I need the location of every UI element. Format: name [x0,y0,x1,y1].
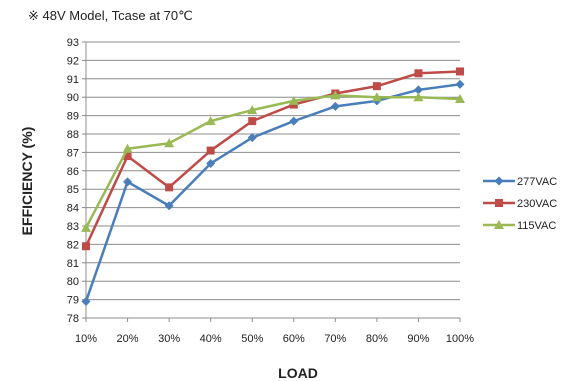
x-tick-label: 70% [324,333,346,345]
y-tick-label: 81 [67,258,79,270]
y-tick-label: 86 [67,166,79,178]
data-point [372,82,381,91]
y-tick-label: 89 [67,111,79,123]
data-point [82,242,90,251]
y-tick-label: 83 [67,221,79,233]
x-tick-label: 10% [75,333,97,345]
x-tick-label: 80% [366,333,388,345]
x-tick-label: 100% [446,333,474,345]
series-line [84,94,461,229]
x-tick-label: 60% [283,333,305,345]
data-point [206,158,216,168]
data-point [288,95,299,105]
data-point [164,201,174,211]
y-tick-label: 88 [67,129,79,141]
legend-entry: 115VAC [483,220,556,232]
x-tick-label: 90% [407,333,429,345]
legend-label: 115VAC [517,220,556,232]
data-point [330,101,340,111]
legend-entry: 277VAC [483,176,557,188]
data-point [456,67,464,76]
data-point [205,116,216,126]
y-tick-label: 84 [67,203,79,215]
y-tick-label: 91 [67,74,79,86]
y-tick-label: 90 [67,92,79,104]
data-point [413,85,423,95]
y-tick-label: 92 [67,55,79,67]
x-axis-title: LOAD [278,365,318,381]
data-point [123,177,133,187]
series-line [84,83,461,302]
data-point [455,79,465,89]
data-point [455,94,465,104]
legend-label: 277VAC [517,176,557,188]
data-point [247,105,258,115]
x-tick-label: 40% [200,333,222,345]
data-point [122,143,133,153]
legend-marker [495,199,503,207]
data-point [289,116,299,126]
chart-subtitle: ※ 48V Model, Tcase at 70℃ [28,8,193,23]
legend-marker [494,220,504,229]
y-tick-label: 87 [67,147,79,159]
series-277VAC [81,79,465,306]
y-tick-labels: 78 79 80 81 82 83 84 85 86 87 88 89 90 91 92 93 [67,37,79,325]
data-point [206,146,215,155]
data-point [371,92,382,102]
y-axis-title: EFFICIENCY (%) [19,127,35,236]
axes [82,41,461,322]
data-point [81,296,91,306]
data-point [248,117,257,126]
y-tick-label: 78 [67,313,79,325]
legend-label: 230VAC [517,198,557,210]
y-tick-label: 80 [67,276,79,288]
legend: 277VAC 230VAC 115VAC [483,176,557,232]
x-tick-label: 20% [117,333,139,345]
data-point [165,183,174,192]
series-line [84,70,461,247]
legend-entry: 230VAC [483,198,557,210]
grid-lines [86,41,460,319]
legend-marker [494,176,504,186]
y-tick-label: 93 [67,37,79,49]
data-point [123,152,132,161]
data-point [330,90,341,100]
series-115VAC [81,90,465,232]
data-point [164,138,175,148]
data-point [413,92,424,102]
data-point [414,69,423,78]
series-group [81,67,465,306]
x-tick-labels: 10% 20% 30% 40% 50% 60% 70% 80% 90% 100% [75,333,474,345]
y-tick-label: 85 [67,184,79,196]
x-tick-label: 50% [241,333,263,345]
data-point [81,222,91,232]
y-tick-label: 79 [67,295,79,307]
data-point [247,133,257,143]
series-230VAC [82,67,464,251]
x-tick-label: 30% [158,333,180,345]
y-tick-label: 82 [67,239,79,251]
